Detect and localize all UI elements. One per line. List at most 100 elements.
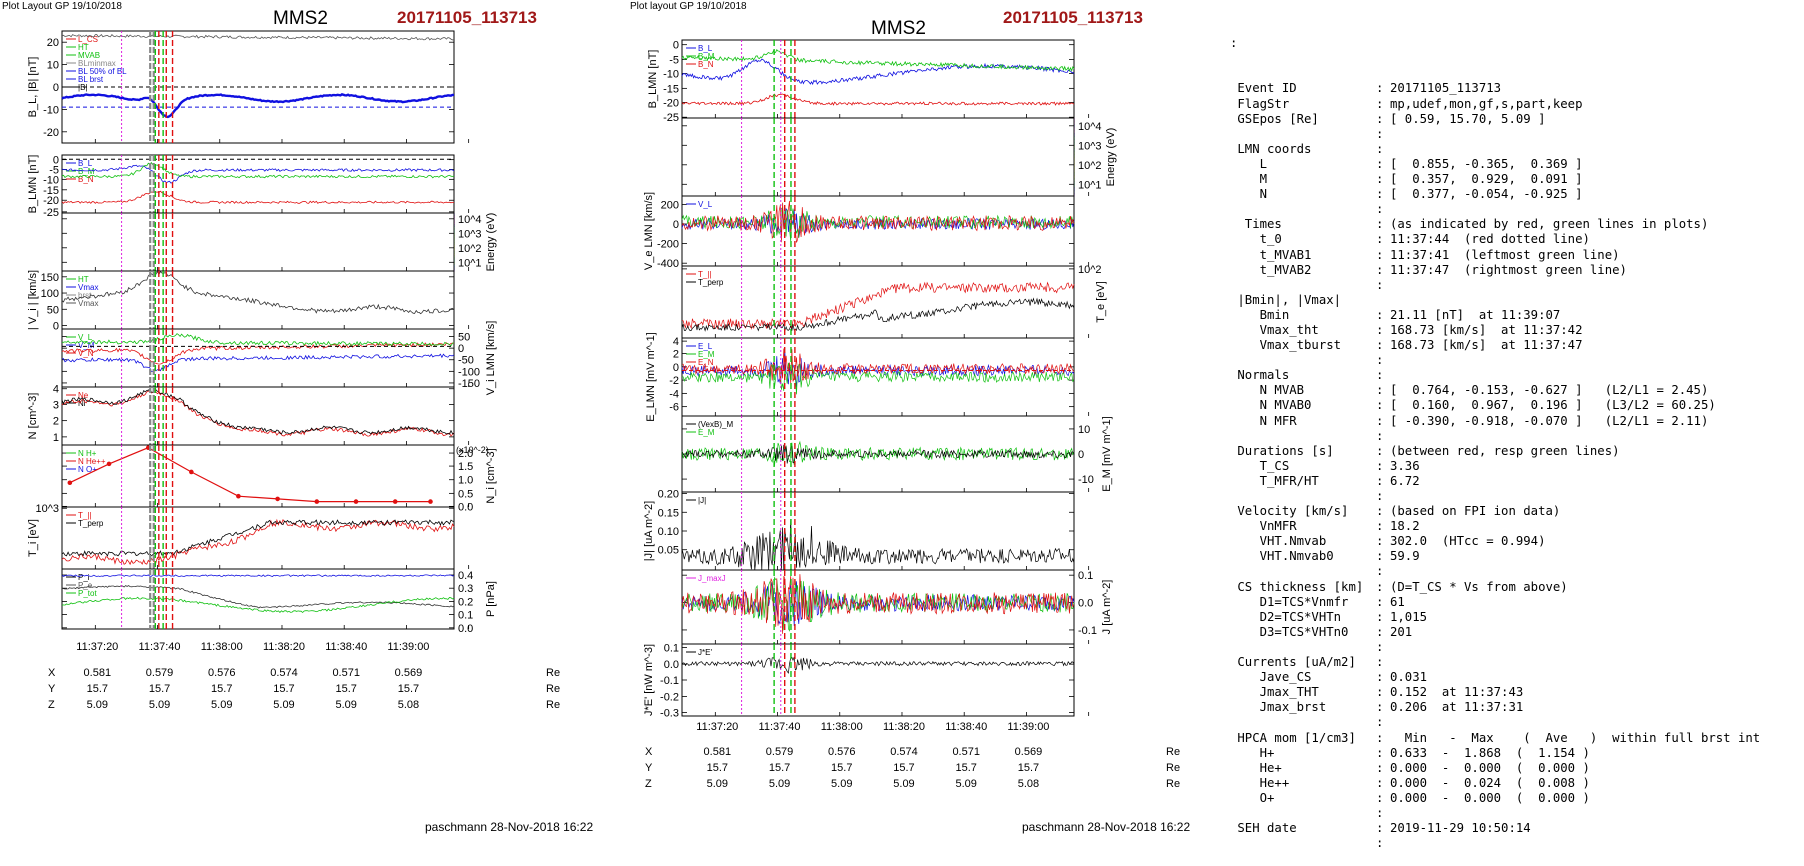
position-value: 15.7 [955,762,976,774]
position-value: 15.7 [149,683,170,695]
info-key: Vmax_tburst [1230,338,1376,353]
data-point [189,470,194,475]
position-value: 15.7 [893,762,914,774]
info-sep: : [1376,353,1390,368]
info-key: LMN coords [1230,142,1376,157]
info-value: mp,udef,mon,gf,s,part,keep [1390,97,1583,111]
info-line: Vmax_tht:168.73 [km/s] at 11:37:42 [1230,323,1800,338]
position-value: 15.7 [1018,762,1039,774]
data-point [236,494,241,499]
y-axis-label: T_i [eV] [27,519,39,557]
panel-frame [682,644,1074,716]
info-key [1230,202,1376,217]
legend-label: P_tot [78,589,97,598]
position-value: 5.09 [955,778,976,790]
y-tick-label: 4 [673,336,679,348]
position-row-label: Y [645,762,653,774]
y-axis-label: J*E' [nW m^-3] [643,644,655,716]
info-line: LMN coords: [1230,142,1800,157]
info-sep: : [1376,81,1390,96]
y-tick-label: 10^1 [458,257,482,269]
y-tick-label: -10 [43,104,59,116]
info-value: 11:37:44 (red dotted line) [1390,232,1590,246]
y-tick-label: 0.0 [458,623,473,635]
y-tick-label: 0.4 [458,570,473,582]
legend-label: E_N [698,358,714,367]
panel-frame [682,40,1074,118]
info-line: L:[ 0.855, -0.365, 0.369 ] [1230,157,1800,172]
y-tick-label: -100 [458,366,480,378]
panel-left-ViLMN: 500-50-100-150V_i LMN [km/s]V_LV_MV_N [62,321,497,396]
y-tick-label: 1.0 [458,475,473,487]
position-value: 15.7 [769,762,790,774]
info-leading: : [1230,36,1800,51]
info-line: : [1230,353,1800,368]
position-value: 15.7 [707,762,728,774]
position-unit: Re [1166,778,1180,790]
legend-label: |J| [698,496,706,505]
info-value: [ 0.764, -0.153, -0.627 ] (L2/L1 = 2.45) [1390,383,1708,397]
y-tick-label: 0.1 [1078,570,1093,582]
y-tick-label: 0.2 [458,596,473,608]
info-sep: : [1376,398,1390,413]
y-tick-label: 10^2 [1078,160,1102,172]
info-sep: : [1376,429,1390,444]
info-line: Vmax_tburst:168.73 [km/s] at 11:37:47 [1230,338,1800,353]
y-tick-label: 0.0 [458,501,473,513]
time-tick-label: 11:38:20 [883,721,925,733]
info-key: Vmax_tht [1230,323,1376,338]
info-sep: : [1376,414,1390,429]
y-axis-label: Energy (eV) [1105,128,1117,187]
info-sep: : [1376,368,1390,383]
position-value: 5.09 [87,699,108,711]
legend-label: T_perp [698,278,724,287]
y-tick-label: 0 [53,82,59,94]
y-tick-label: 10^1 [1078,179,1102,191]
time-tick-label: 11:39:00 [1007,721,1049,733]
y-tick-label: 0 [53,321,59,333]
panel-frame [62,569,454,629]
position-value: 5.09 [211,699,232,711]
y-tick-label: 0.1 [458,610,473,622]
info-value: [ 0.357, 0.929, 0.091 ] [1390,172,1583,186]
info-key [1230,353,1376,368]
y-axis-label: B_LMN [nT] [647,50,659,109]
info-sep: : [1376,172,1390,187]
y-tick-label: -10 [1078,474,1094,486]
info-sep: : [1376,142,1390,157]
info-key: |Bmin|, |Vmax| [1230,293,1376,308]
y-tick-label: 2 [53,416,59,428]
position-value: 5.09 [769,778,790,790]
y-tick-label: 10^4 [458,214,482,226]
data-point [354,499,359,504]
y-axis-label: |J| [uA m^-2] [643,501,655,561]
info-line: T_CS:3.36 [1230,459,1800,474]
position-value: 15.7 [398,683,419,695]
y-tick-label: -5 [669,55,679,67]
info-line: N MVAB0:[ 0.160, 0.967, 0.196 ] (L3/L2 =… [1230,398,1800,413]
y-tick-label: -0.3 [660,707,679,719]
time-tick-label: 11:37:20 [76,641,118,653]
y-axis-label: J [uA m^-2] [1101,580,1113,635]
y-tick-label: 20 [47,37,59,49]
info-key: Bmin [1230,308,1376,323]
y-tick-label: 0.5 [458,488,473,500]
panel-right-JE: 0.10.0-0.1-0.2-0.3J*E' [nW m^-3]J*E' [643,643,1089,720]
info-key: M [1230,172,1376,187]
info-lines: Event ID:20171105_113713 FlagStr:mp,udef… [1230,81,1800,851]
y-tick-label: 2 [673,349,679,361]
info-value: 11:37:47 (rightmost green line) [1390,263,1627,277]
y-tick-label: -25 [663,112,679,124]
data-point [68,480,73,485]
y-tick-label: 0.05 [658,545,679,557]
y-tick-label: 10^2 [1078,264,1102,276]
legend-label: N O+ [78,465,97,474]
info-value: [ 0.59, 15.70, 5.09 ] [1390,112,1545,126]
position-unit: Re [546,699,560,711]
legend-label: E_M [698,428,715,437]
info-sep: : [1376,232,1390,247]
y-tick-label: -10 [663,69,679,81]
